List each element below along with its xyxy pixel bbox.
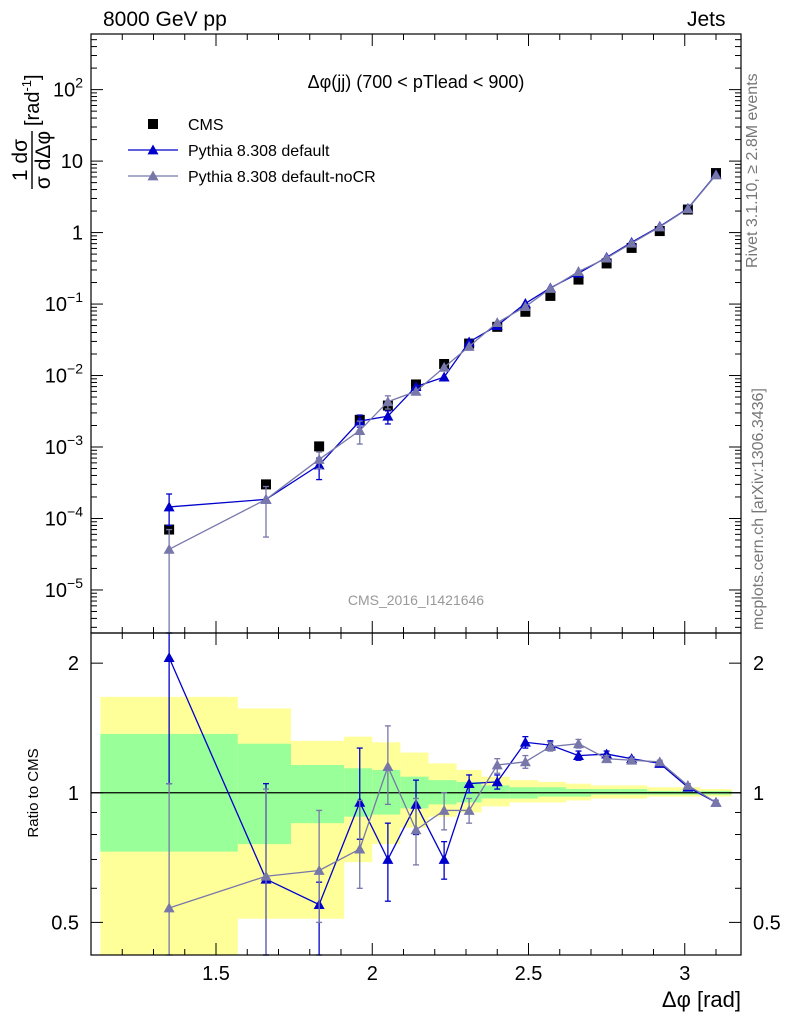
ratio-point [682, 779, 694, 790]
cms-data-point [573, 274, 584, 285]
main-point [382, 396, 394, 407]
ratio-series-layer [163, 632, 722, 956]
watermark: CMS_2016_I1421646 [348, 592, 484, 608]
ratio-y-tick-label-left: 1 [68, 783, 79, 805]
x-tick-label: 3 [679, 963, 690, 985]
ratio-point [491, 776, 503, 787]
cms-data-point [601, 258, 612, 269]
main-point [163, 501, 175, 512]
axis-ticks-layer [90, 33, 741, 955]
ratio-y-tick-label-right: 2 [753, 653, 764, 675]
x-tick-label: 2 [367, 963, 378, 985]
ratio-point [601, 753, 613, 764]
main-series-layer [163, 168, 722, 634]
main-point [260, 493, 272, 504]
legend-label: Pythia 8.308 default [188, 143, 330, 160]
ratio-point [410, 824, 422, 835]
ratio-point [260, 870, 272, 881]
main-point [163, 543, 175, 554]
ratio-point [519, 756, 531, 767]
y-tick-label: 10 [61, 151, 83, 173]
ratio-point [654, 756, 666, 767]
ratio-point [710, 796, 722, 807]
ratio-point [519, 736, 531, 747]
legend-label: CMS [188, 117, 224, 134]
y-tick-label: 10−1 [45, 289, 83, 316]
ratio-point [463, 804, 475, 815]
ratio-y-tick-label-right: 1 [753, 783, 764, 805]
ratio-point [573, 738, 584, 749]
ratio-y-tick-label-left: 0.5 [51, 912, 79, 934]
main-point [463, 340, 475, 351]
main-point [438, 371, 450, 382]
y-tick-label: 10−3 [45, 432, 83, 459]
main-point [382, 410, 394, 421]
header-left: 8000 GeV pp [103, 8, 227, 31]
ratio-point [382, 853, 394, 864]
legend-label: Pythia 8.308 default-noCR [188, 169, 376, 186]
chart-text-layer: 1.5 2 2.5 3 10−5 10−4 10−3 10−2 10−1 1 10 102 0.5 0.5… [9, 72, 781, 1012]
x-tick-label: 2.5 [515, 963, 543, 985]
ratio-band-green [591, 789, 620, 795]
ratio-band-green [481, 785, 510, 799]
y-axis-label-unit: [rad-1] [19, 74, 44, 126]
ratio-point [313, 864, 325, 875]
cms-data-point [520, 306, 531, 317]
ratio-point [354, 843, 366, 854]
ratio-point [163, 652, 175, 663]
y-tick-label: 102 [53, 75, 83, 102]
plot-title: Δφ(jj) (700 < pTlead < 900) [308, 72, 525, 92]
ratio-point [438, 853, 450, 864]
main-point [544, 283, 556, 293]
ratio-point [626, 754, 638, 765]
main-point [710, 169, 722, 180]
ratio-point [163, 902, 175, 913]
main-series-line [169, 174, 717, 508]
x-axis-label: Δφ [rad] [662, 987, 741, 1012]
legend-marker-triangle [147, 144, 159, 155]
ratio-point [544, 741, 556, 752]
cms-data-point [626, 242, 637, 253]
y-tick-label: 10−2 [45, 361, 83, 388]
ratio-point [463, 778, 475, 789]
main-point [313, 453, 325, 464]
ratio-band-green [237, 743, 291, 845]
cms-data-point [261, 479, 271, 490]
legend-marker-triangle [147, 170, 159, 181]
main-point [410, 385, 422, 396]
ratio-point [491, 759, 503, 770]
cms-data-point [314, 441, 325, 452]
plot-frames [90, 33, 742, 956]
main-point [491, 317, 503, 328]
ratio-y-tick-label-right: 0.5 [753, 912, 781, 934]
x-tick-label: 1.5 [202, 963, 230, 985]
legend-marker-square [148, 119, 158, 129]
ratio-band-green [291, 765, 345, 824]
y-tick-label: 10−5 [45, 575, 83, 602]
y-axis-label-denominator: σ dΔφ [32, 131, 55, 189]
ratio-point [382, 761, 394, 772]
ratio-point [573, 750, 584, 760]
main-point [519, 301, 531, 312]
cms-data-point [545, 290, 556, 301]
main-point [354, 425, 366, 435]
ratio-band-green [537, 787, 566, 797]
y-axis-label: 1 dσ σ dΔφ [rad-1] [9, 74, 55, 189]
y-axis-label-numerator: 1 dσ [9, 139, 32, 181]
main-point [626, 237, 638, 248]
ratio-point [438, 804, 450, 815]
main-point [601, 252, 613, 263]
header-right: Jets [687, 8, 726, 31]
main-point [682, 203, 694, 214]
y-tick-label: 1 [72, 223, 83, 245]
ratio-band-green [619, 789, 648, 795]
main-point [654, 221, 666, 232]
ratio-plot-frame [90, 632, 742, 956]
y-tick-label: 10−4 [45, 503, 83, 530]
ratio-y-tick-label-left: 2 [68, 653, 79, 675]
ratio-y-axis-label: Ratio to CMS [25, 748, 42, 837]
main-point [438, 361, 450, 372]
main-point [573, 266, 584, 276]
